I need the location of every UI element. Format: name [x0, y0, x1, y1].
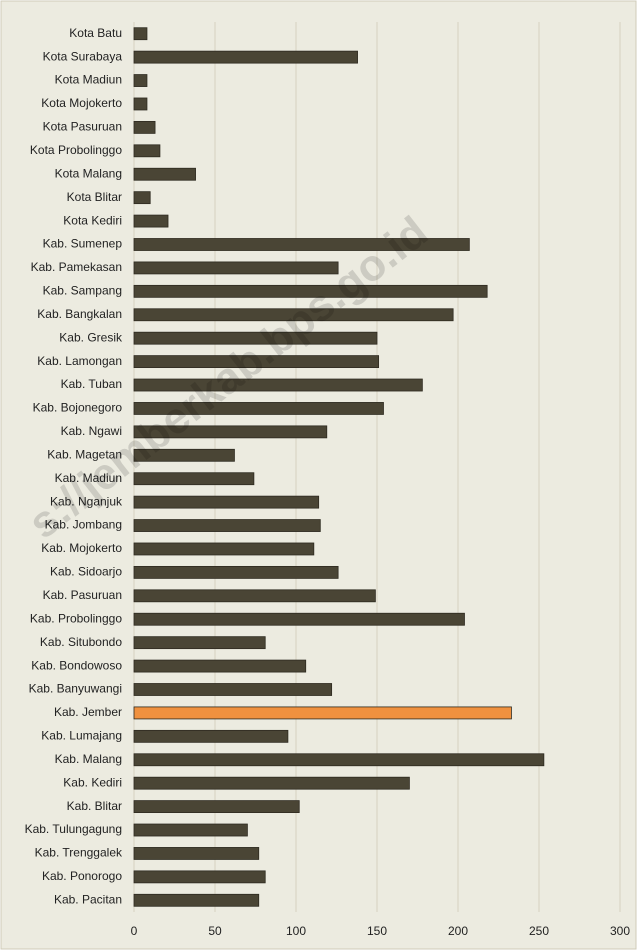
y-tick-label: Kab. Pacitan: [54, 892, 122, 906]
bar: [133, 893, 260, 907]
y-tick-label: Kab. Ngawi: [61, 424, 122, 438]
bar: [133, 495, 320, 509]
bar: [133, 120, 156, 134]
y-tick-label: Kab. Jombang: [45, 518, 122, 532]
bar: [133, 823, 248, 837]
y-tick-label: Kab. Gresik: [59, 330, 123, 344]
y-tick-label: Kab. Sidoarjo: [50, 565, 122, 579]
y-tick-label: Kab. Ponorogo: [42, 869, 122, 883]
bar: [133, 800, 300, 814]
y-tick-label: Kab. Sumenep: [43, 237, 123, 251]
y-tick-label: Kab. Pasuruan: [43, 588, 122, 602]
bar: [133, 472, 255, 486]
bar: [133, 870, 266, 884]
bar: [133, 706, 512, 720]
y-tick-label: Kab. Madiun: [55, 471, 122, 485]
y-tick-label: Kab. Banyuwangi: [29, 682, 122, 696]
y-tick-label: Kab. Bondowoso: [31, 658, 122, 672]
y-tick-label: Kab. Pamekasan: [31, 260, 122, 274]
bar: [133, 448, 235, 462]
bar: [133, 27, 148, 41]
x-tick-label: 300: [610, 924, 630, 938]
bar: [133, 659, 307, 673]
bar: [133, 565, 339, 579]
bar: [133, 97, 148, 111]
bar: [133, 238, 470, 251]
y-tick-label: Kab. Lumajang: [41, 729, 122, 743]
bar: [133, 402, 384, 415]
y-tick-label: Kab. Malang: [55, 752, 122, 766]
bar: [133, 355, 380, 369]
y-tick-label: Kab. Mojokerto: [41, 541, 122, 555]
bar: [133, 167, 196, 181]
y-tick-label: Kota Mojokerto: [41, 96, 122, 110]
y-tick-label: Kab. Probolinggo: [30, 611, 122, 625]
y-tick-label: Kab. Blitar: [67, 799, 122, 813]
x-tick-label: 150: [367, 924, 387, 938]
y-tick-label: Kab. Kediri: [63, 775, 122, 789]
bar: [133, 74, 148, 87]
bar: [133, 636, 266, 650]
bar: [133, 589, 376, 603]
y-tick-label: Kota Madiun: [55, 73, 122, 87]
y-tick-label: Kab. Magetan: [47, 447, 122, 461]
x-tick-label: 250: [529, 924, 549, 938]
bar: [133, 425, 328, 439]
y-tick-label: Kota Pasuruan: [43, 120, 122, 134]
y-tick-label: Kab. Trenggalek: [35, 846, 123, 860]
bar: [133, 753, 545, 767]
y-tick-label: Kab. Tuban: [61, 377, 122, 391]
y-tick-label: Kota Kediri: [63, 213, 122, 227]
x-tick-label: 50: [208, 924, 222, 938]
y-tick-label: Kota Probolinggo: [30, 143, 122, 157]
y-tick-label: Kab. Situbondo: [40, 635, 122, 649]
bar: [133, 612, 465, 626]
x-tick-label: 100: [286, 924, 306, 938]
bar: [133, 144, 161, 158]
bar: [133, 729, 289, 743]
y-tick-label: Kab. Bangkalan: [37, 307, 122, 321]
bar: [133, 308, 454, 322]
y-tick-label: Kab. Tulungagung: [25, 822, 122, 836]
y-tick-label: Kota Blitar: [67, 190, 122, 204]
bar: [133, 847, 260, 860]
bar: [133, 683, 333, 696]
bar: [133, 542, 315, 556]
bar: [133, 191, 151, 205]
bar: [133, 776, 410, 790]
bar: [133, 50, 358, 64]
bar: [133, 331, 378, 345]
y-tick-label: Kab. Nganjuk: [50, 494, 123, 508]
bar: [133, 284, 488, 298]
y-tick-label: Kota Surabaya: [43, 49, 123, 63]
y-tick-label: Kab. Jember: [54, 705, 122, 719]
y-tick-label: Kab. Sampang: [43, 284, 122, 298]
x-tick-label: 0: [131, 924, 138, 938]
y-tick-label: Kab. Bojonegoro: [33, 401, 123, 415]
bar: [133, 519, 321, 532]
bar: [133, 378, 423, 392]
y-tick-label: Kota Malang: [55, 166, 122, 180]
y-tick-label: Kab. Lamongan: [37, 354, 122, 368]
x-tick-label: 200: [448, 924, 468, 938]
y-tick-label: Kota Batu: [69, 26, 122, 40]
bar: [133, 214, 169, 228]
bar: [133, 261, 339, 275]
